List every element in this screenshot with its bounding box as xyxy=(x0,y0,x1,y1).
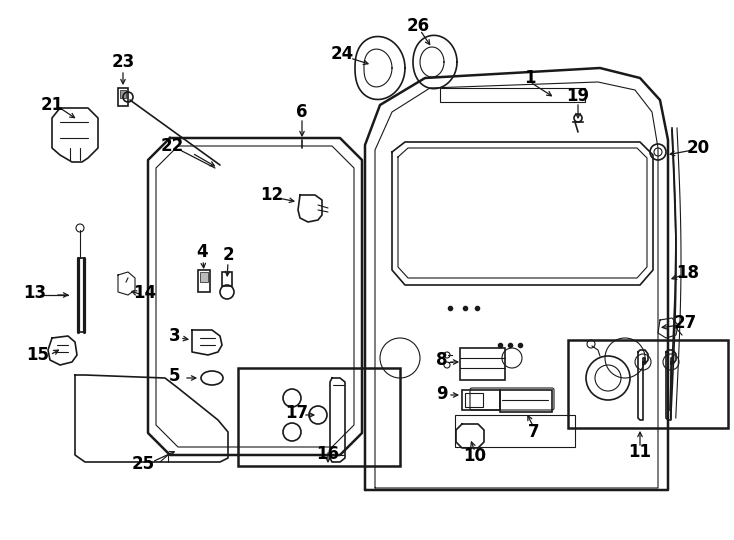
Text: 17: 17 xyxy=(286,404,308,422)
Bar xyxy=(462,390,500,410)
Text: 6: 6 xyxy=(297,103,308,121)
Text: 18: 18 xyxy=(677,264,700,282)
Bar xyxy=(568,340,728,428)
Bar xyxy=(440,88,585,102)
Bar xyxy=(222,272,232,286)
Text: 20: 20 xyxy=(686,139,710,157)
Text: 13: 13 xyxy=(23,284,46,302)
Text: 4: 4 xyxy=(196,243,208,261)
Text: 23: 23 xyxy=(112,53,134,71)
Text: 25: 25 xyxy=(131,455,155,473)
Text: 12: 12 xyxy=(261,186,283,204)
Text: 24: 24 xyxy=(330,45,354,63)
Text: 10: 10 xyxy=(463,447,487,465)
Text: 11: 11 xyxy=(628,443,652,461)
Text: 21: 21 xyxy=(40,96,64,114)
Text: 27: 27 xyxy=(673,314,697,332)
Bar xyxy=(455,415,575,447)
Text: 14: 14 xyxy=(134,284,156,302)
Text: 7: 7 xyxy=(528,423,539,441)
Text: 16: 16 xyxy=(316,445,340,463)
Text: 22: 22 xyxy=(160,137,184,155)
Bar xyxy=(200,272,208,282)
Text: 1: 1 xyxy=(524,69,536,87)
Text: 8: 8 xyxy=(436,351,448,369)
Text: 3: 3 xyxy=(170,327,181,345)
Text: 5: 5 xyxy=(170,367,181,385)
Bar xyxy=(500,390,552,412)
Bar xyxy=(120,90,126,98)
Bar xyxy=(198,270,210,292)
Bar xyxy=(460,348,505,380)
Bar xyxy=(465,393,483,407)
Text: 15: 15 xyxy=(26,346,49,364)
Text: 2: 2 xyxy=(222,246,234,264)
Bar xyxy=(238,368,400,466)
Bar xyxy=(118,88,128,106)
Text: 9: 9 xyxy=(436,385,448,403)
Text: 26: 26 xyxy=(407,17,429,35)
Text: 19: 19 xyxy=(567,87,589,105)
